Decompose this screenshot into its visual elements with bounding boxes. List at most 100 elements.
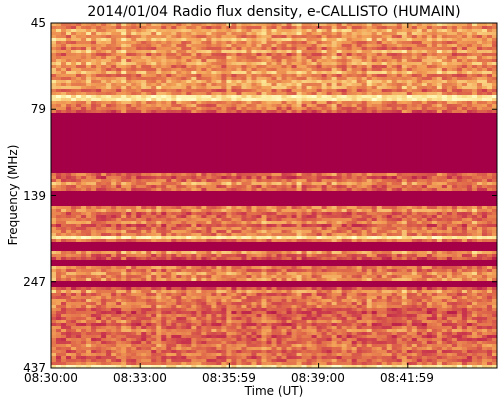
heatmap-cell [141, 44, 147, 48]
heatmap-cell [251, 125, 258, 129]
heatmap-cell [376, 140, 383, 144]
heatmap-cell [296, 101, 303, 105]
heatmap-cell [231, 26, 238, 30]
heatmap-cell [266, 29, 273, 33]
heatmap-cell [101, 146, 107, 150]
heatmap-cell [421, 53, 428, 57]
heatmap-cell [346, 50, 353, 54]
heatmap-cell [126, 50, 132, 54]
heatmap-cell [296, 50, 303, 54]
heatmap-cell [341, 83, 348, 87]
heatmap-cell [381, 152, 388, 156]
heatmap-cell [416, 131, 423, 135]
heatmap-cell [291, 116, 298, 120]
heatmap-cell [96, 56, 102, 60]
heatmap-cell [411, 92, 418, 96]
heatmap-cell [266, 47, 273, 51]
heatmap-cell [166, 62, 172, 66]
heatmap-cell [201, 89, 207, 93]
heatmap-cell [306, 155, 313, 159]
heatmap-cell [321, 47, 328, 51]
heatmap-cell [66, 35, 72, 39]
heatmap-cell [181, 44, 187, 48]
heatmap-cell [201, 173, 207, 177]
heatmap-cell [146, 107, 152, 111]
heatmap-cell [56, 59, 62, 63]
heatmap-cell [271, 26, 278, 30]
heatmap-cell [216, 134, 222, 138]
heatmap-cell [296, 167, 303, 171]
heatmap-cell [266, 119, 273, 123]
heatmap-cell [131, 77, 137, 81]
heatmap-cell [111, 173, 117, 177]
heatmap-cell [126, 56, 132, 60]
heatmap-cell [161, 149, 167, 153]
heatmap-cell [491, 134, 497, 138]
heatmap-cell [306, 38, 313, 42]
heatmap-cell [476, 125, 483, 129]
heatmap-cell [391, 143, 398, 147]
heatmap-cell [216, 86, 222, 90]
heatmap-cell [351, 188, 358, 192]
heatmap-cell [456, 92, 463, 96]
heatmap-cell [66, 92, 72, 96]
heatmap-cell [266, 164, 273, 168]
heatmap-cell [226, 140, 232, 144]
heatmap-cell [221, 50, 227, 54]
heatmap-cell [461, 107, 468, 111]
heatmap-cell [116, 56, 122, 60]
heatmap-cell [206, 134, 212, 138]
heatmap-cell [381, 32, 388, 36]
heatmap-cell [216, 29, 222, 33]
heatmap-cell [276, 83, 283, 87]
heatmap-cell [441, 41, 448, 45]
heatmap-cell [66, 62, 72, 66]
heatmap-cell [491, 83, 497, 87]
heatmap-cell [131, 125, 137, 129]
heatmap-cell [471, 167, 478, 171]
heatmap-cell [111, 41, 117, 45]
heatmap-cell [226, 158, 232, 162]
heatmap-cell [311, 143, 318, 147]
heatmap-cell [291, 149, 298, 153]
heatmap-cell [251, 146, 258, 150]
heatmap-cell [421, 29, 428, 33]
heatmap-cell [411, 158, 418, 162]
heatmap-cell [411, 182, 418, 186]
heatmap-cell [256, 26, 263, 30]
heatmap-cell [106, 65, 112, 69]
heatmap-cell [351, 47, 358, 51]
heatmap-cell [86, 26, 92, 30]
heatmap-cell [471, 185, 478, 189]
heatmap-cell [341, 95, 348, 99]
heatmap-cell [356, 158, 363, 162]
heatmap-cell [196, 149, 202, 153]
heatmap-cell [411, 29, 418, 33]
heatmap-cell [276, 149, 283, 153]
heatmap-cell [241, 50, 248, 54]
heatmap-cell [436, 50, 443, 54]
heatmap-cell [201, 83, 207, 87]
heatmap-cell [106, 140, 112, 144]
heatmap-cell [396, 143, 403, 147]
heatmap-cell [381, 23, 388, 27]
heatmap-cell [116, 98, 122, 102]
heatmap-cell [236, 89, 243, 93]
heatmap-cell [126, 44, 132, 48]
heatmap-cell [251, 182, 258, 186]
heatmap-cell [396, 74, 403, 78]
heatmap-cell [226, 95, 232, 99]
heatmap-cell [231, 41, 238, 45]
heatmap-cell [296, 185, 303, 189]
heatmap-cell [291, 143, 298, 147]
heatmap-cell [281, 53, 288, 57]
heatmap-cell [371, 152, 378, 156]
heatmap-cell [311, 173, 318, 177]
heatmap-cell [401, 65, 408, 69]
heatmap-cell [416, 47, 423, 51]
heatmap-cell [246, 110, 253, 114]
heatmap-cell [326, 107, 333, 111]
heatmap-cell [151, 119, 157, 123]
heatmap-cell [111, 29, 117, 33]
heatmap-cell [381, 167, 388, 171]
